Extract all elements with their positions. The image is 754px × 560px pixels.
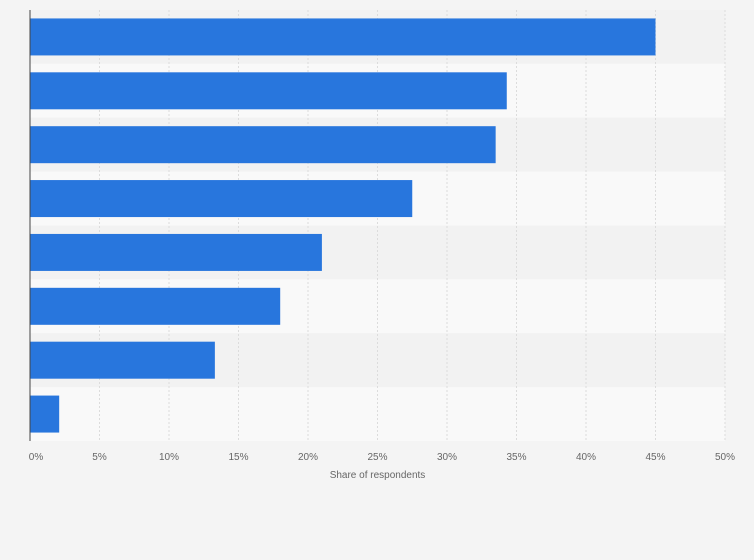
bar: [30, 341, 215, 379]
bar: [30, 395, 60, 433]
x-tick-label: 35%: [506, 452, 526, 463]
x-axis-ticks: 0% 5% 10% 15% 20% 25% 30% 35% 40% 45% 50%: [29, 452, 735, 463]
x-tick-label: 5%: [92, 452, 107, 463]
x-tick-label: 15%: [228, 452, 248, 463]
x-tick-label: 0%: [29, 452, 44, 463]
x-tick-label: 50%: [715, 452, 735, 463]
x-tick-label: 30%: [437, 452, 457, 463]
bars: [30, 18, 656, 433]
bar: [30, 126, 496, 164]
x-tick-label: 20%: [298, 452, 318, 463]
bar: [30, 233, 322, 271]
bar: [30, 287, 281, 325]
bar: [30, 18, 656, 56]
bar: [30, 72, 507, 110]
bar: [30, 180, 413, 218]
x-tick-label: 45%: [645, 452, 665, 463]
x-tick-label: 10%: [159, 452, 179, 463]
x-tick-label: 25%: [367, 452, 387, 463]
x-tick-label: 40%: [576, 452, 596, 463]
x-axis-title: Share of respondents: [330, 470, 426, 481]
